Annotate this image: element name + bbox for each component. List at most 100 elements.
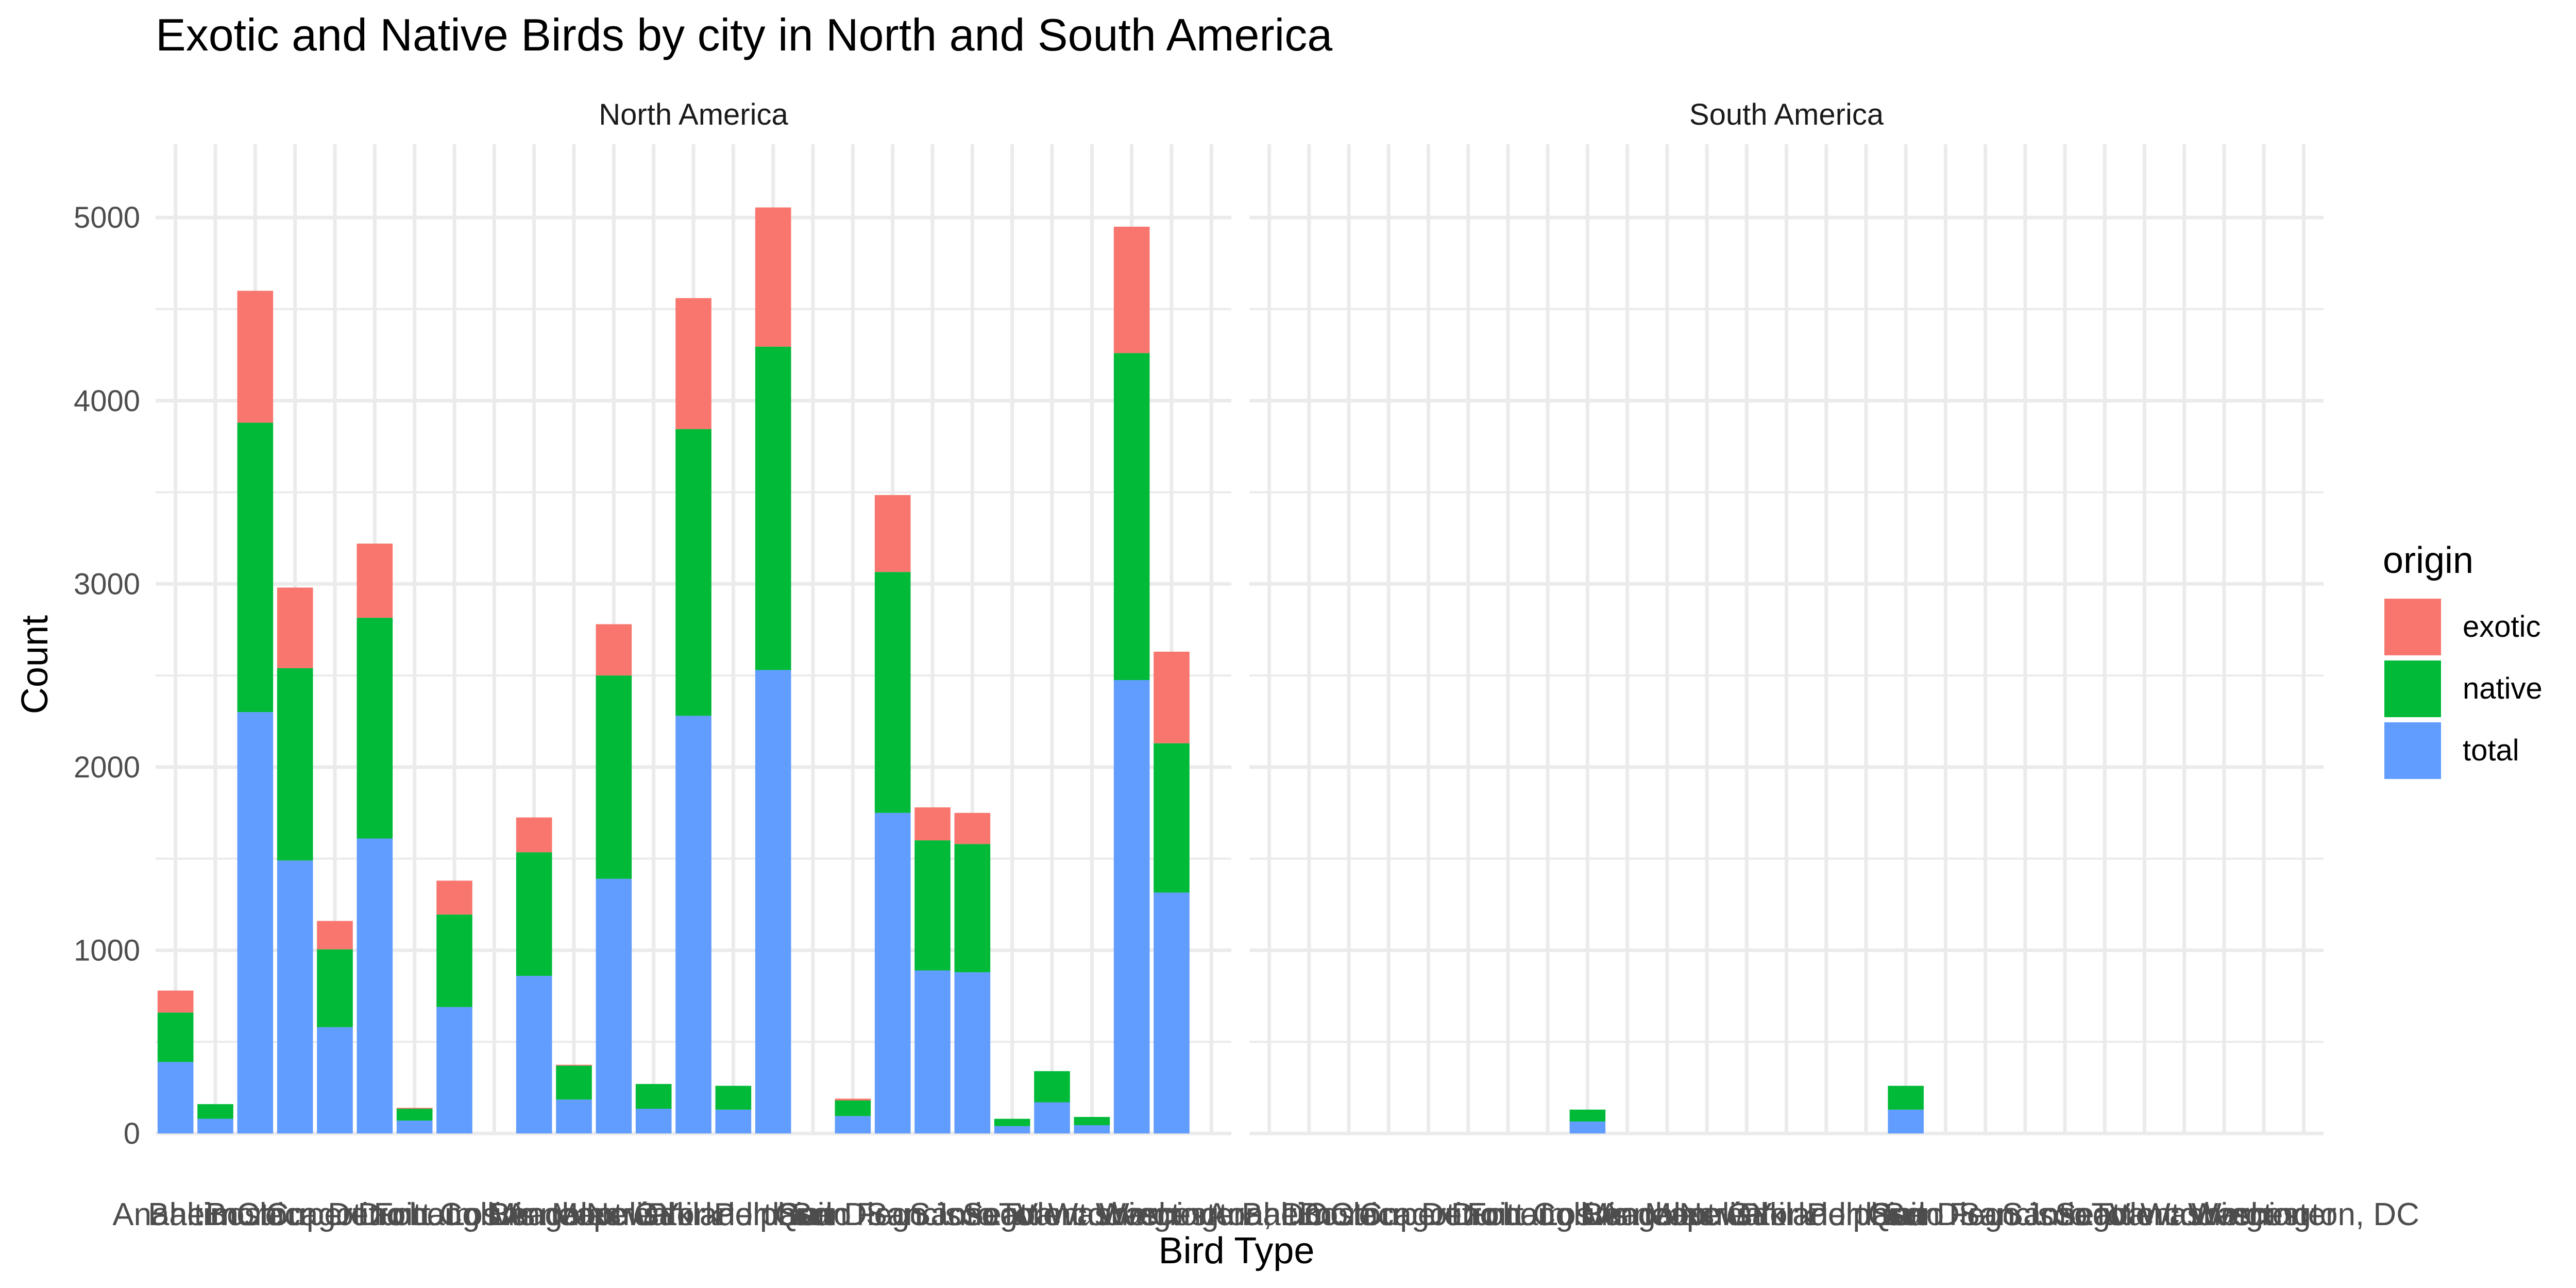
bar-north-america-chicago-native <box>277 668 313 861</box>
bar-north-america-san-diego-exotic <box>835 1098 871 1100</box>
legend-key-exotic <box>2384 599 2441 655</box>
x-tick-label: Washington <box>2140 1197 2308 1232</box>
bar-north-america-santiago-total <box>954 972 991 1133</box>
x-tick-label: Montréal <box>552 1197 676 1232</box>
bar-north-america-baltimore-total <box>197 1118 233 1133</box>
y-tick-label: 2000 <box>74 751 140 784</box>
x-tick-label: Washington <box>1048 1197 1215 1232</box>
x-tick-label: Long Beach <box>409 1197 580 1232</box>
x-tick-label: Oakland <box>634 1197 753 1232</box>
legend-items: exotic native total <box>2384 599 2543 779</box>
bar-north-america-vancouver-total <box>1074 1125 1110 1133</box>
bar-north-america-cupertino-total <box>317 1027 353 1133</box>
bar-north-america-worcester-native <box>1154 743 1190 893</box>
panel-north-america: North America <box>156 98 1231 1136</box>
legend-label-exotic: exotic <box>2463 610 2541 643</box>
x-tick-label: New York <box>586 1197 722 1232</box>
x-tick-label: Seattle <box>2055 1197 2155 1232</box>
bar-north-america-san-jose-total <box>914 970 951 1133</box>
x-tick-label: Santiago <box>2002 1197 2128 1232</box>
bar-north-america-new-york-total <box>635 1109 672 1133</box>
bar-north-america-seattle-native <box>994 1118 1030 1126</box>
bar-north-america-chicago-exotic <box>277 587 313 668</box>
x-tick-label: Vancouver <box>1016 1197 1167 1232</box>
bar-north-america-santiago-native <box>954 844 991 973</box>
bar-north-america-portland-total <box>755 670 791 1133</box>
y-tick-label: 0 <box>124 1117 140 1150</box>
x-tick-label: Minneapolis <box>489 1197 659 1232</box>
x-tick-label: Portland <box>714 1197 833 1232</box>
bar-north-america-durham-exotic <box>396 1108 433 1109</box>
bar-north-america-san-jose-native <box>914 840 951 971</box>
bar-south-america-long-beach-native <box>1569 1109 1606 1122</box>
bar-north-america-san-diego-native <box>835 1100 871 1116</box>
legend-label-native: native <box>2463 672 2543 705</box>
facet-label-north-america: North America <box>599 98 788 131</box>
x-tick-label: Santiago <box>909 1197 1036 1232</box>
y-tick-label: 5000 <box>74 201 140 234</box>
x-tick-label: Baltimore <box>1242 1197 1377 1232</box>
bars-north-america <box>157 207 1190 1133</box>
x-tick-label: Washington, DC <box>2188 1197 2419 1232</box>
bar-north-america-montr-al-total <box>596 878 632 1133</box>
bar-north-america-philadelphia-native <box>715 1086 752 1110</box>
bar-north-america-boston-native <box>237 422 274 713</box>
x-tick-label: San Jose <box>1959 1197 2092 1232</box>
grid-south-america <box>1249 144 2324 1136</box>
bar-north-america-detroit-exotic <box>357 544 393 618</box>
x-tick-label: Fort Collins <box>374 1197 535 1232</box>
bar-north-america-chicago-total <box>277 860 313 1133</box>
bar-south-america-long-beach-total <box>1569 1121 1606 1133</box>
x-tick-label: Detroit <box>328 1197 422 1232</box>
bar-north-america-oakland-total <box>675 716 711 1133</box>
y-tick-label: 1000 <box>74 934 140 967</box>
x-tick-label: Vancouver <box>2109 1197 2260 1232</box>
bar-north-america-durham-total <box>396 1121 433 1133</box>
legend-title: origin <box>2383 540 2473 581</box>
legend-label-total: total <box>2463 734 2519 767</box>
legend-key-native <box>2384 660 2441 717</box>
bar-north-america-los-angeles-native <box>516 852 552 976</box>
y-axis-ticks: 0 1000 2000 3000 4000 5000 <box>74 201 140 1150</box>
bar-north-america-fort-collins-total <box>436 1007 472 1133</box>
facet-label-south-america: South America <box>1689 98 1884 131</box>
x-tick-label: Durham <box>358 1197 471 1232</box>
x-tick-label: Minneapolis <box>1582 1197 1752 1232</box>
bar-north-america-new-york-native <box>635 1084 672 1109</box>
x-tick-label: Chicago <box>236 1197 353 1232</box>
bar-south-america-quito-total <box>1888 1109 1924 1133</box>
y-tick-label: 4000 <box>74 384 140 418</box>
x-tick-label: Durham <box>1451 1197 1565 1232</box>
bar-north-america-oakland-native <box>675 429 711 716</box>
bar-north-america-minneapolis-total <box>556 1099 592 1133</box>
x-tick-label: Los Angeles <box>1540 1197 1715 1232</box>
x-tick-label: San Francisco <box>1883 1197 2087 1232</box>
x-axis-ticks: AnaheimBaltimoreBostonChicagoCupertinoDe… <box>112 1197 2419 1232</box>
x-tick-label: Seattle <box>962 1197 1062 1232</box>
bar-north-america-detroit-native <box>357 618 393 839</box>
x-tick-label: San Francisco <box>791 1197 995 1232</box>
x-tick-label: Cupertino <box>266 1197 404 1232</box>
bar-north-america-durham-native <box>396 1109 433 1121</box>
bar-north-america-vancouver-native <box>1074 1117 1110 1125</box>
bar-north-america-anaheim-exotic <box>157 990 194 1013</box>
x-tick-label: New York <box>1679 1197 1815 1232</box>
y-tick-label: 3000 <box>74 567 140 601</box>
x-tick-label: Long Beach <box>1502 1197 1673 1232</box>
x-tick-label: San Diego <box>1871 1197 2021 1232</box>
bar-north-america-washington-exotic <box>1113 227 1150 353</box>
x-tick-label: Anaheim <box>1206 1197 1332 1232</box>
chart-title: Exotic and Native Birds by city in North… <box>156 9 1332 60</box>
bar-north-america-baltimore-native <box>197 1104 233 1119</box>
x-tick-label: San Jose <box>866 1197 999 1232</box>
x-axis-title: Bird Type <box>1159 1230 1315 1272</box>
bar-north-america-los-angeles-total <box>516 976 552 1133</box>
x-tick-label: Portland <box>1806 1197 1925 1232</box>
x-tick-label: Quito <box>775 1197 851 1232</box>
y-axis-title: Count <box>14 615 56 714</box>
bar-south-america-quito-native <box>1888 1086 1924 1110</box>
bar-north-america-fort-collins-native <box>436 914 472 1007</box>
x-tick-label: Baltimore <box>148 1197 283 1232</box>
